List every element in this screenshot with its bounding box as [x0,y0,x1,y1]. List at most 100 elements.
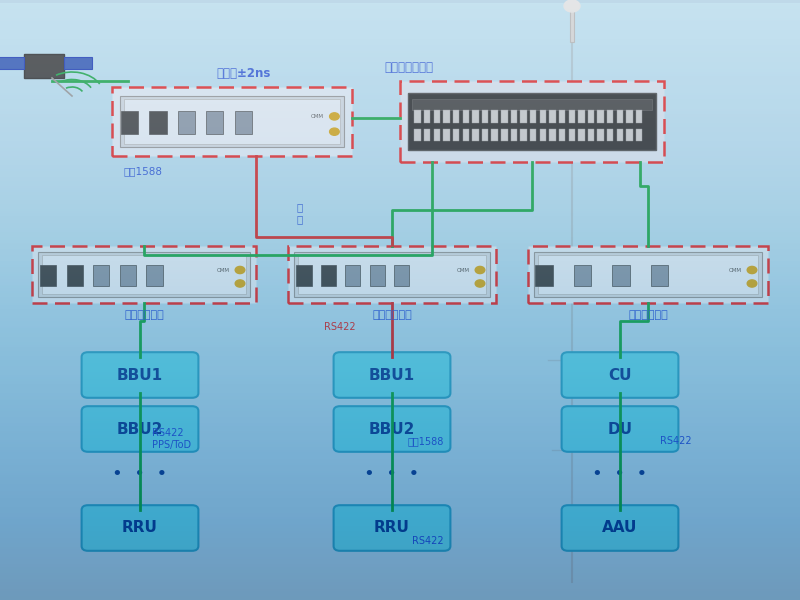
Bar [472,129,478,142]
Bar [146,265,162,286]
Bar [0,447,800,453]
Bar [462,110,469,122]
Bar [297,265,311,286]
Text: 标准1588: 标准1588 [408,436,444,446]
Bar [0,321,800,327]
Bar [530,129,537,142]
Bar [0,45,800,51]
Bar [346,265,360,286]
Bar [0,261,800,267]
FancyBboxPatch shape [334,352,450,398]
Bar [453,110,459,122]
Bar [0,333,800,339]
Bar [0,417,800,423]
Bar [0,477,800,483]
Bar [0,501,800,507]
Bar [234,112,252,134]
Bar [0,225,800,231]
Bar [0,63,800,69]
Bar [0,267,800,273]
Bar [0,465,800,471]
Bar [0,207,800,213]
Bar [0,141,800,147]
Bar [650,265,668,286]
Bar [424,129,430,142]
Text: CMM: CMM [217,268,230,272]
Bar [38,252,250,297]
Circle shape [564,0,580,12]
Bar [412,98,652,110]
FancyBboxPatch shape [400,81,664,162]
Bar [424,110,430,122]
Bar [0,315,800,321]
Text: 数
据: 数 据 [297,202,303,224]
Bar [569,110,575,122]
Bar [617,129,623,142]
Bar [0,231,800,237]
Bar [569,129,575,142]
Bar [0,195,800,201]
Bar [120,96,344,147]
Bar [394,265,410,286]
Bar [0,21,800,27]
Text: 从时钟同步盒: 从时钟同步盒 [372,310,412,320]
FancyBboxPatch shape [32,246,256,303]
Bar [414,110,421,122]
Bar [510,129,517,142]
Text: 主时钟±2ns: 主时钟±2ns [216,67,270,80]
Bar [0,423,800,429]
Bar [482,129,488,142]
Bar [501,129,507,142]
Bar [0,381,800,387]
Bar [0,255,800,261]
Bar [578,129,585,142]
Text: 从时钟同步盒: 从时钟同步盒 [124,310,164,320]
Bar [0,591,800,597]
Text: RS422: RS422 [660,436,692,446]
Circle shape [235,280,245,287]
Circle shape [235,266,245,274]
Bar [491,129,498,142]
FancyBboxPatch shape [334,406,450,452]
Text: DU: DU [607,421,633,437]
Bar [626,129,633,142]
Bar [0,405,800,411]
Bar [0,177,800,183]
Bar [0,345,800,351]
Bar [588,129,594,142]
Text: RS422: RS422 [324,322,356,332]
Bar [40,265,56,286]
Text: 标准1588: 标准1588 [124,166,163,176]
Bar [570,6,574,42]
Bar [443,129,450,142]
Bar [0,249,800,255]
Bar [0,39,800,45]
FancyBboxPatch shape [562,406,678,452]
Bar [636,129,642,142]
Text: CMM: CMM [457,268,470,272]
Bar [0,201,800,207]
Bar [0,117,800,123]
Bar [0,291,800,297]
Bar [0,57,24,69]
Bar [178,112,195,134]
Bar [0,459,800,465]
Bar [434,129,440,142]
Bar [540,110,546,122]
Bar [0,75,800,81]
Circle shape [475,266,485,274]
Text: CMM: CMM [311,114,324,119]
Bar [520,129,526,142]
FancyBboxPatch shape [288,246,496,303]
Bar [607,110,614,122]
Bar [0,363,800,369]
Bar [482,110,488,122]
Bar [0,369,800,375]
Bar [0,81,800,87]
Bar [0,159,800,165]
Bar [0,183,800,189]
Text: •  •  •: • • • [592,465,648,483]
FancyBboxPatch shape [82,505,198,551]
Bar [0,87,800,93]
Bar [120,265,136,286]
